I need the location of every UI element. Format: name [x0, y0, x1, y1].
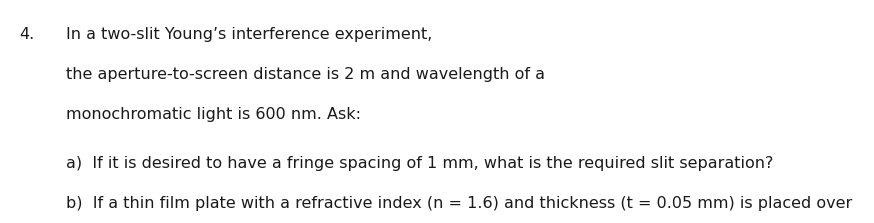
Text: a)  If it is desired to have a fringe spacing of 1 mm, what is the required slit: a) If it is desired to have a fringe spa…	[66, 156, 773, 171]
Text: the aperture-to-screen distance is 2 m and wavelength of a: the aperture-to-screen distance is 2 m a…	[66, 67, 545, 82]
Text: monochromatic light is 600 nm. Ask:: monochromatic light is 600 nm. Ask:	[66, 107, 361, 122]
Text: b)  If a thin film plate with a refractive index (n = 1.6) and thickness (t = 0.: b) If a thin film plate with a refractiv…	[66, 196, 852, 211]
Text: In a two-slit Young’s interference experiment,: In a two-slit Young’s interference exper…	[66, 27, 432, 42]
Text: 4.: 4.	[19, 27, 34, 42]
